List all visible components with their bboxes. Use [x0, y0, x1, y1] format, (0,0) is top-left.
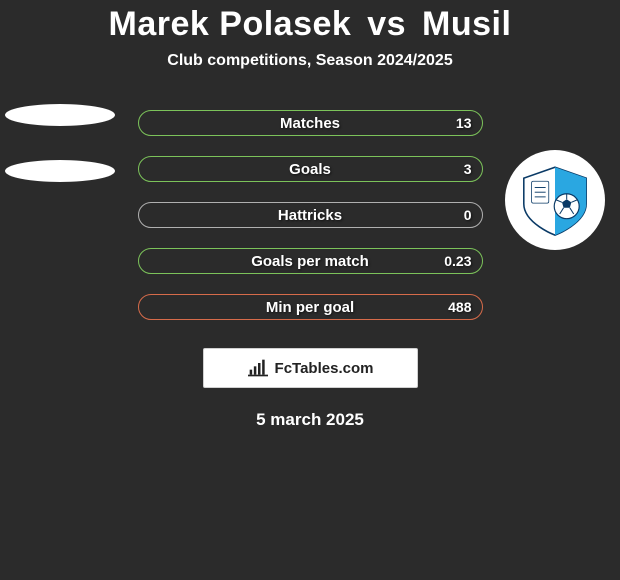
left-decor: [5, 104, 115, 182]
stat-label: Goals per match: [139, 249, 482, 273]
stat-bar: Goals per match0.23: [138, 248, 483, 274]
brand-text: FcTables.com: [275, 360, 374, 377]
stat-label: Hattricks: [139, 203, 482, 227]
stat-value-right: 488: [448, 295, 471, 319]
stat-value-right: 3: [464, 157, 472, 181]
ellipse-decor: [5, 104, 115, 126]
club-badge: [505, 150, 605, 250]
bar-chart-icon: [247, 358, 269, 378]
stats-area: Matches13 Goals3 Hattricks0 Goals per match…: [0, 110, 620, 320]
stat-bar: Min per goal488: [138, 294, 483, 320]
player1-name: Marek Polasek: [109, 5, 352, 43]
stat-label: Min per goal: [139, 295, 482, 319]
subtitle: Club competitions, Season 2024/2025: [0, 52, 620, 70]
club-crest-icon: [516, 161, 594, 239]
brand-box[interactable]: FcTables.com: [203, 348, 418, 388]
player2-name: Musil: [422, 5, 511, 43]
footer-date: 5 march 2025: [0, 410, 620, 430]
stat-bar: Matches13: [138, 110, 483, 136]
stat-bar: Hattricks0: [138, 202, 483, 228]
stat-value-right: 0.23: [444, 249, 471, 273]
vs-label: vs: [367, 5, 406, 43]
stat-value-right: 13: [456, 111, 472, 135]
stat-bars: Matches13 Goals3 Hattricks0 Goals per match…: [138, 110, 483, 320]
ellipse-decor: [5, 160, 115, 182]
stat-label: Goals: [139, 157, 482, 181]
stat-label: Matches: [139, 111, 482, 135]
comparison-title: Marek Polasek vs Musil: [0, 5, 620, 44]
stat-bar: Goals3: [138, 156, 483, 182]
stat-value-right: 0: [464, 203, 472, 227]
